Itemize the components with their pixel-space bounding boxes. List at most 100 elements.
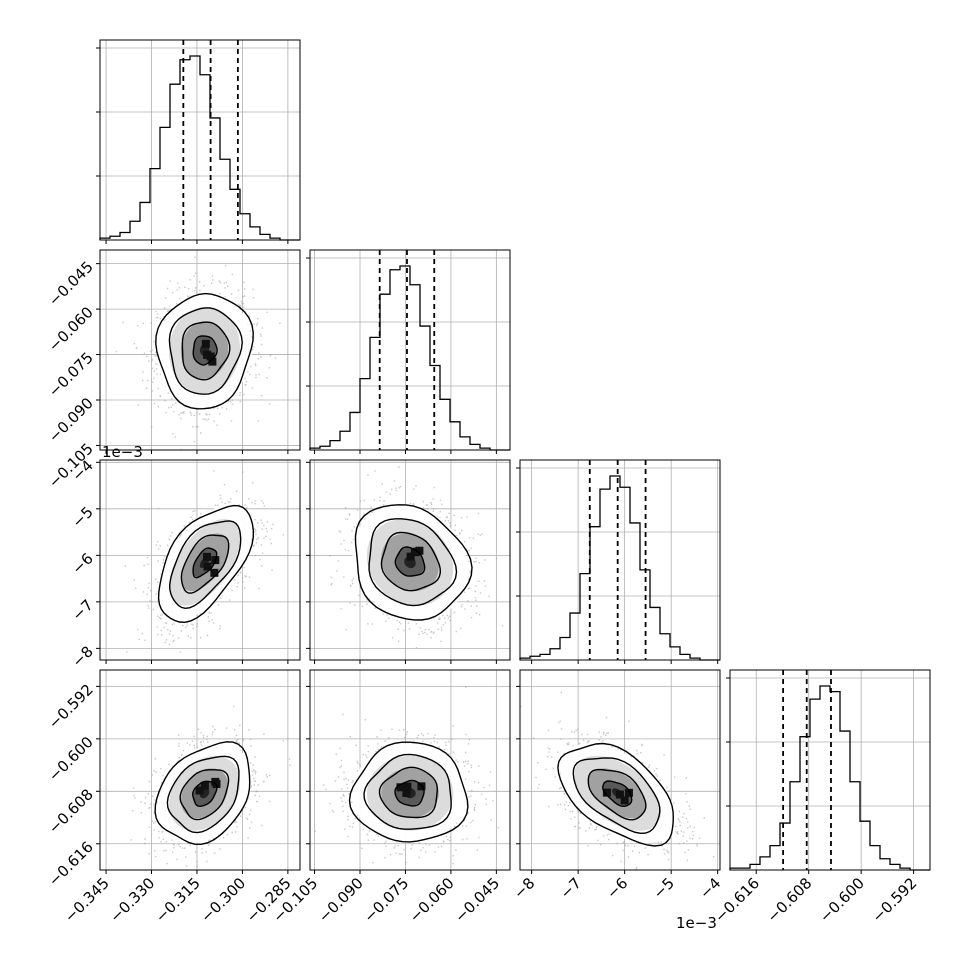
density-cell [615,790,624,799]
density-cell [402,788,411,797]
density-cell [200,781,209,790]
y-offset-label: 1e−3 [102,443,143,461]
density-cell [206,352,215,361]
pair-panel-3-2 [309,459,511,661]
panel-frame [519,669,721,871]
contour-line [168,520,242,610]
density-cell [396,783,405,792]
pair-panel-2-1 [99,249,301,451]
x-tick-label: −5 [650,874,678,902]
y-tick-label: −0.060 [45,303,97,355]
pair-panel-3-1 [99,459,301,661]
pair-content [314,686,499,865]
contour-line [587,768,647,821]
contour-line [394,779,425,807]
y-tick-label: −0.608 [45,785,97,837]
density-cell [415,546,424,555]
density-cell [203,562,212,571]
density-cell [602,788,611,797]
y-tick-label: −0.616 [45,838,97,890]
contour-line [180,534,230,594]
contour-line [354,504,473,621]
contour-line [394,546,426,577]
pair-panel-4-2 [309,669,511,871]
histogram-panel-4 [726,669,931,871]
histogram-step-line [729,685,930,871]
contour-line [166,755,240,834]
pair-content [124,470,284,653]
density-cell [195,786,204,795]
contour-line [192,547,218,579]
pair-panel-4-3 [519,669,721,871]
x-offset-label: 1e−3 [676,914,717,932]
panel-frame [309,459,511,661]
y-tick-label: −0.045 [45,258,97,310]
x-tick-label: −8 [510,874,538,902]
pair-content [130,705,291,868]
pair-content [520,691,715,870]
pair-content [329,466,504,660]
x-tick-label: −0.090 [315,874,367,926]
contour-line [378,766,439,819]
histogram-step-line [519,475,720,661]
contour-line [572,757,661,835]
contour-line [348,741,469,843]
y-tick-label: −0.075 [45,349,97,401]
y-tick-label: −7 [68,596,96,624]
panel-frame [309,249,511,451]
panel-frame [519,459,721,661]
contour-line [192,335,218,366]
contour-line [155,292,254,410]
density-cell [208,357,217,366]
contour-line [168,307,243,395]
x-tick-label: −0.315 [152,874,204,926]
histogram-panel-1 [96,39,301,241]
histogram-step-line [309,265,510,451]
y-tick-label: −0.592 [45,680,97,732]
histogram-step-line [99,55,300,241]
y-tick-label: −0.600 [45,733,97,785]
pair-content [115,256,281,450]
x-tick-label: −6 [603,874,631,902]
x-tick-label: −0.045 [451,874,503,926]
density-cell [202,552,211,561]
x-tick-label: −0.075 [360,874,412,926]
panel-frame [99,669,301,871]
x-tick-label: −7 [557,874,585,902]
contour-line [602,780,633,808]
contour-line [363,753,452,830]
histogram-panel-2 [306,249,511,451]
contour-line [380,531,442,592]
contour-line [191,780,218,808]
contour-line [179,769,230,821]
x-tick-label: −0.060 [406,874,458,926]
contour-line [157,504,254,624]
x-tick-label: −0.300 [197,874,249,926]
x-tick-label: −0.600 [816,874,868,926]
x-tick-label: −0.330 [106,874,158,926]
panel-frame [99,249,301,451]
y-tick-label: −0.090 [45,394,97,446]
density-cell [403,782,412,791]
panel-frame [309,669,511,871]
x-tick-label: −0.608 [764,874,816,926]
density-cell [210,568,219,577]
contour-line [154,741,251,846]
x-tick-label: −4 [696,874,724,902]
pair-panel-4-1 [99,669,301,871]
density-cell [406,552,415,561]
histogram-panel-3 [516,459,721,661]
y-tick-label: −8 [68,642,96,670]
contour-line [181,321,231,381]
density-cell [624,788,633,797]
density-cell [410,548,419,557]
panel-frame [99,39,301,241]
y-tick-label: −6 [68,549,96,577]
x-tick-label: −0.345 [61,874,113,926]
x-tick-label: −0.592 [868,874,920,926]
panel-frame [729,669,931,871]
density-cell [201,339,210,348]
y-tick-label: −5 [68,503,96,531]
density-cell [620,796,629,805]
